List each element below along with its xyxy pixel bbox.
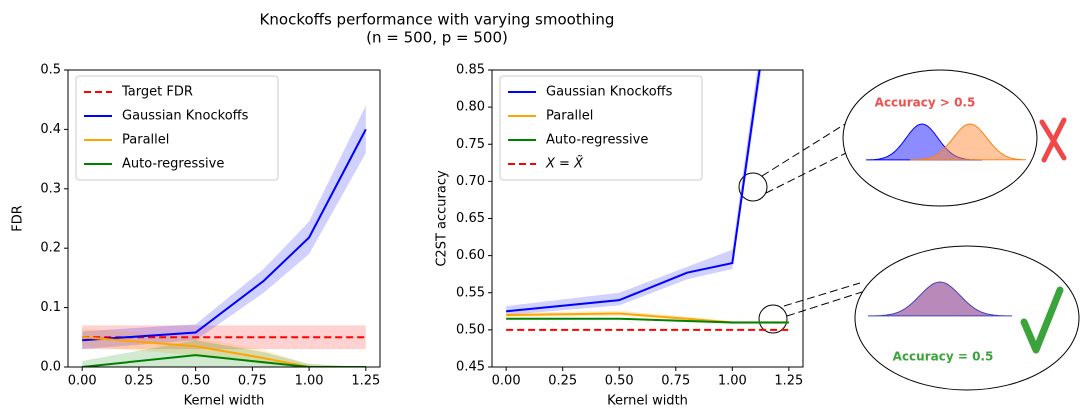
y-tick-label: 0.2 — [40, 241, 61, 256]
y-tick-label: 0.70 — [456, 174, 485, 189]
x-tick-label: 1.00 — [295, 374, 324, 389]
x-tick-label: 0.00 — [68, 374, 97, 389]
x-tick-label: 0.75 — [238, 374, 267, 389]
distribution — [909, 123, 1027, 161]
error-band — [82, 105, 366, 350]
y-tick-label: 0.85 — [456, 63, 485, 78]
legend-label: Gaussian Knockoffs — [122, 109, 249, 124]
y-axis-label: FDR — [11, 205, 26, 232]
connector — [765, 151, 849, 194]
y-tick-label: 0.5 — [40, 63, 61, 78]
x-tick-label: 0.25 — [548, 374, 577, 389]
legend-box — [499, 75, 703, 181]
y-tick-label: 0.45 — [456, 360, 485, 375]
legend-label: Parallel — [546, 109, 593, 124]
x-tick-label: 0.50 — [181, 374, 210, 389]
y-tick-label: 0.65 — [456, 211, 485, 226]
legend-label: Target FDR — [121, 85, 193, 100]
legend-label: Auto-regressive — [122, 157, 224, 172]
y-tick-label: 0.80 — [456, 100, 485, 115]
plot-area — [82, 105, 367, 367]
x-tick-label: 1.25 — [351, 374, 380, 389]
check-icon — [1020, 286, 1064, 354]
distribution — [868, 281, 1012, 317]
y-tick-label: 0.60 — [456, 248, 485, 263]
y-tick-label: 0.4 — [40, 122, 61, 137]
axes-frame — [67, 69, 381, 368]
y-tick-label: 0.55 — [456, 285, 485, 300]
legend-label: Gaussian Knockoffs — [546, 85, 673, 100]
line — [506, 317, 789, 324]
y-tick-label: 0.0 — [40, 360, 61, 375]
x-tick-label: 1.00 — [718, 374, 747, 389]
x-tick-label: 0.50 — [605, 374, 634, 389]
zoom-circle — [758, 304, 788, 334]
legend-label: X = X̃ — [545, 156, 584, 171]
zoom-ellipse — [854, 245, 1080, 391]
annotation-label: Accuracy = 0.5 — [893, 350, 994, 364]
x-axis-label: Kernel width — [184, 394, 265, 409]
x-tick-label: 0.25 — [124, 374, 153, 389]
x-tick-label: 0.75 — [661, 374, 690, 389]
y-tick-label: 0.75 — [456, 137, 485, 152]
zoom-ellipse — [842, 69, 1038, 207]
annotation-bottom: Accuracy = 0.5 — [758, 245, 1080, 391]
line — [82, 336, 366, 367]
connector — [786, 291, 863, 317]
axes-frame — [491, 69, 804, 368]
zoom-circle — [738, 172, 768, 202]
y-tick-label: 0.50 — [456, 322, 485, 337]
annotation-top: Accuracy > 0.5 — [738, 69, 1067, 207]
line — [82, 128, 367, 342]
y-tick-label: 0.3 — [40, 181, 61, 196]
line — [506, 70, 761, 313]
figure-subtitle: (n = 500, p = 500) — [366, 29, 508, 47]
legend-label: Parallel — [122, 133, 169, 148]
plot-area — [506, 70, 789, 331]
x-tick-label: 0.00 — [492, 374, 521, 389]
figure-title: Knockoffs performance with varying smoot… — [260, 11, 615, 29]
x-tick-label: 1.25 — [774, 374, 803, 389]
legend-label: Auto-regressive — [546, 133, 648, 148]
connector — [783, 282, 861, 307]
y-tick-label: 0.1 — [40, 300, 61, 315]
annotation-label: Accuracy > 0.5 — [875, 96, 976, 110]
legend-box — [75, 75, 279, 181]
x-axis-label: Kernel width — [607, 394, 688, 409]
line — [82, 354, 366, 367]
y-axis-label: C2ST accuracy — [435, 170, 450, 267]
cross-icon — [1039, 117, 1067, 163]
